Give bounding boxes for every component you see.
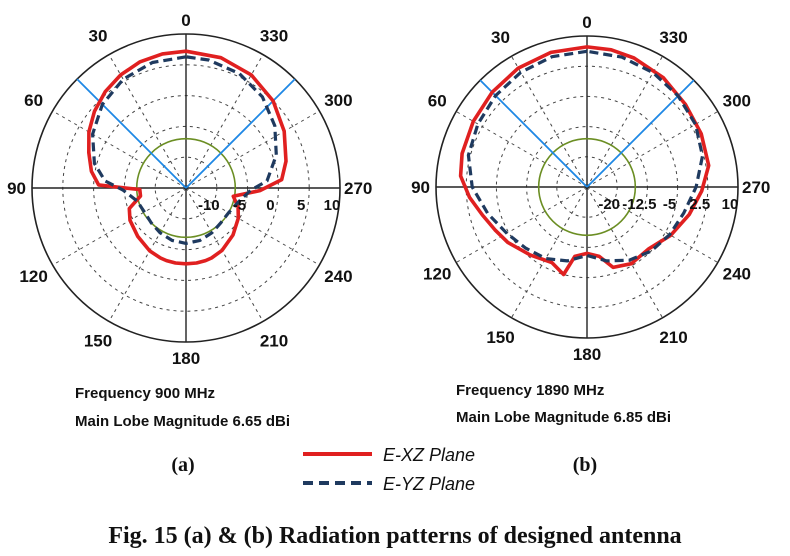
angle-label: 330 <box>659 28 687 47</box>
legend-label-yz: E-YZ Plane <box>383 474 475 494</box>
radial-tick-label: 0 <box>266 197 274 214</box>
angle-label: 60 <box>428 92 447 111</box>
grid-spoke <box>185 187 264 322</box>
angle-label: 330 <box>260 27 288 46</box>
angle-label: 150 <box>84 331 112 350</box>
angle-label: 0 <box>181 11 190 30</box>
figure-caption: Fig. 15 (a) & (b) Radiation patterns of … <box>108 523 681 549</box>
polar-chart-a: 0 30 60 90 120 150 180 210 240 270 300 330 -10 -5 0 5 10 <box>7 11 372 368</box>
grid-spoke <box>185 110 320 189</box>
reference-line <box>185 78 296 189</box>
radial-tick-label: -20 <box>598 196 620 213</box>
angle-label: 300 <box>324 91 352 110</box>
main-lobe-text-a: Main Lobe Magnitude 6.65 dBi <box>75 413 290 430</box>
radial-tick-label: -5 <box>663 196 676 213</box>
radial-tick-label: -5 <box>233 197 246 214</box>
radial-tick-label: 10 <box>324 197 341 214</box>
series-xz-line <box>458 45 711 277</box>
reference-line <box>586 79 695 188</box>
angle-label: 120 <box>19 267 47 286</box>
series-yz-line <box>91 55 278 245</box>
grid-spoke <box>108 54 187 189</box>
panel-label-b: (b) <box>573 454 597 476</box>
angle-label: 60 <box>24 91 43 110</box>
angle-label: 240 <box>723 265 751 284</box>
grid-spoke <box>185 54 264 189</box>
grid-spoke <box>108 187 187 322</box>
angle-label: 90 <box>411 178 430 197</box>
angle-label: 150 <box>486 328 514 347</box>
angle-label: 180 <box>172 349 200 368</box>
outer-circle <box>31 33 341 343</box>
outer-circle <box>435 35 739 339</box>
angle-label: 210 <box>659 328 687 347</box>
reference-line <box>479 79 588 188</box>
angle-label: 210 <box>260 331 288 350</box>
frequency-text-a: Frequency 900 MHz <box>75 385 215 402</box>
main-lobe-text-b: Main Lobe Magnitude 6.85 dBi <box>456 409 671 426</box>
angle-label: 0 <box>582 13 591 32</box>
angle-label: 240 <box>324 267 352 286</box>
angle-label: 270 <box>344 179 372 198</box>
angle-label: 30 <box>89 27 108 46</box>
frequency-text-b: Frequency 1890 MHz <box>456 382 604 399</box>
radial-tick-label: 2.5 <box>689 196 710 213</box>
angle-label: 120 <box>423 265 451 284</box>
grid-spoke <box>52 110 187 189</box>
reference-line <box>76 78 187 189</box>
radial-tick-label: 10 <box>722 196 739 213</box>
panel-label-a: (a) <box>171 454 194 476</box>
angle-label: 30 <box>491 28 510 47</box>
series-xz-line <box>87 49 288 266</box>
grid-spoke <box>185 187 320 266</box>
polar-chart-b: 0 30 60 90 120 150 180 210 240 270 300 330 -20 -12.5-… <box>411 13 770 364</box>
legend: E-XZ Plane E-YZ Plane <box>303 445 475 494</box>
legend-label-xz: E-XZ Plane <box>383 445 475 465</box>
radial-tick-label: -10 <box>198 197 220 214</box>
angle-label: 90 <box>7 179 26 198</box>
radial-tick-label: 5 <box>297 197 305 214</box>
reference-circle <box>537 137 637 237</box>
radial-tick-label: -12.5 <box>622 196 656 213</box>
angle-label: 300 <box>723 92 751 111</box>
angle-label: 180 <box>573 345 601 364</box>
angle-label: 270 <box>742 178 770 197</box>
grid-spoke <box>52 187 187 266</box>
